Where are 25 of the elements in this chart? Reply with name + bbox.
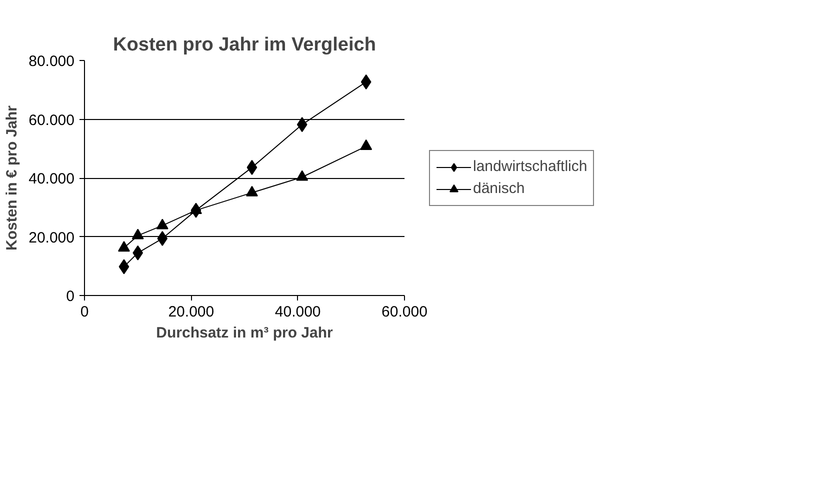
y-tick-label: 60.000 (28, 112, 75, 129)
x-tick-label: 0 (80, 304, 89, 320)
point (156, 218, 168, 230)
chart-title: Kosten pro Jahr im Vergleich (113, 34, 376, 56)
point (246, 186, 258, 196)
point (246, 160, 258, 175)
y-tick-label: 40.000 (28, 170, 75, 188)
point (118, 259, 130, 274)
x-tick-label: 40.000 (274, 304, 321, 320)
point (296, 117, 308, 132)
legend-label: dänisch (473, 180, 525, 197)
x-tick-label: 20.000 (168, 304, 214, 320)
point (157, 231, 168, 246)
y-tick-label: 80.000 (28, 53, 75, 70)
legend-label: landwirtschaftlich (473, 158, 588, 175)
point (132, 228, 144, 240)
y-tick-label: 20.000 (28, 229, 75, 246)
x-axis-title: Durchsatz in m³ pro Jahr (156, 324, 334, 342)
y-tick-label: 0 (66, 288, 74, 305)
point (360, 139, 372, 150)
x-tick-label: 60.000 (382, 304, 428, 320)
y-axis-title: Kosten in € pro Jahr (4, 105, 21, 251)
point (296, 170, 308, 181)
point (118, 241, 130, 252)
point (360, 74, 372, 90)
